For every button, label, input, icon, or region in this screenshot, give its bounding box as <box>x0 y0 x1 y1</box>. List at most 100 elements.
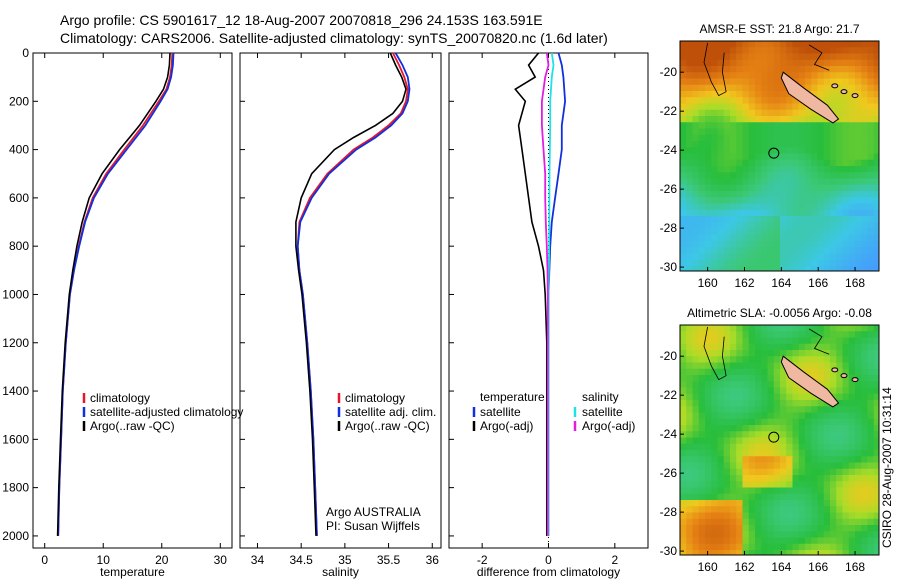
map-cell <box>698 400 706 407</box>
map-cell <box>773 375 781 382</box>
map-cell <box>798 134 806 142</box>
map-cell <box>861 109 868 117</box>
map-cell <box>798 209 806 217</box>
map-cell <box>692 266 700 271</box>
map-cell <box>805 487 812 495</box>
map-cell <box>842 197 850 204</box>
map-cell <box>736 512 743 520</box>
map-cell <box>836 259 843 267</box>
map-cell <box>742 197 750 204</box>
map-cell <box>792 350 800 357</box>
map-cell <box>861 462 868 470</box>
map-cell <box>867 337 875 345</box>
map-cell <box>742 368 750 376</box>
map-cell <box>842 443 850 451</box>
map-cell <box>867 216 875 223</box>
map-cell <box>736 209 743 217</box>
map-cell <box>767 178 775 186</box>
map-cell <box>867 487 875 495</box>
map-cell <box>798 241 806 248</box>
map-cell <box>736 406 743 413</box>
map-cell <box>848 103 856 111</box>
map-cell <box>767 191 775 198</box>
map-cell <box>805 500 812 507</box>
map-cell <box>823 47 831 54</box>
map-cell <box>830 493 837 501</box>
map-cell <box>767 462 775 470</box>
map-cell <box>823 431 831 438</box>
map-cell <box>848 475 856 482</box>
series-line-satellite-adj-clim- <box>296 52 411 536</box>
map-cell <box>723 122 731 129</box>
map-cell <box>686 166 693 173</box>
map-cell <box>711 134 718 142</box>
map-cell <box>680 393 687 401</box>
map-cell <box>711 147 718 154</box>
map-cell <box>873 400 879 407</box>
map-cell <box>723 178 731 186</box>
map-cell <box>842 209 850 217</box>
map-cell <box>736 247 743 254</box>
map-cell <box>717 425 725 432</box>
map-cell <box>855 47 862 54</box>
map-cell <box>817 134 825 142</box>
map-cell <box>730 456 737 463</box>
profile-panel-1: 34 34.5 35 35.5 36salinityclimatologysatelli… <box>239 52 442 579</box>
map-cell <box>780 259 787 267</box>
map-cell <box>742 78 750 86</box>
map-cell <box>686 247 693 254</box>
map-cell <box>755 525 762 532</box>
map-cell <box>830 487 837 495</box>
map-cell <box>792 475 800 482</box>
map-cell <box>717 500 725 507</box>
map-cell <box>848 172 856 179</box>
map-cell <box>761 209 768 217</box>
map-cell <box>780 178 787 186</box>
map-cell <box>717 122 725 129</box>
map-cell <box>773 406 781 413</box>
map-cell <box>792 172 800 179</box>
map-cell <box>698 178 706 186</box>
map-cell <box>830 172 837 179</box>
map-cell <box>705 481 712 488</box>
map-cell <box>755 500 762 507</box>
map-cell <box>748 47 756 54</box>
map-cell <box>730 393 737 401</box>
map-cell <box>686 506 693 513</box>
map-cell <box>711 259 718 267</box>
map-cell <box>686 518 693 526</box>
map-cell <box>861 159 868 167</box>
map-cell <box>736 166 743 173</box>
map-cell <box>861 191 868 198</box>
map-cell <box>711 462 718 470</box>
map-cell <box>867 66 875 73</box>
map-cell <box>755 172 762 179</box>
y-tick-label: 1600 <box>2 432 29 446</box>
y-tick-label: 800 <box>9 239 29 253</box>
map-cell <box>830 78 837 86</box>
map-cell <box>867 375 875 382</box>
map-cell <box>705 253 712 261</box>
map-cell <box>786 59 793 67</box>
map-cell <box>730 468 737 476</box>
map-cell <box>742 387 750 395</box>
map-cell <box>717 437 725 445</box>
map-cell <box>861 247 868 254</box>
map-cell <box>705 78 712 86</box>
map-cell <box>711 209 718 217</box>
map-cell <box>805 47 812 54</box>
map-cell <box>680 247 687 254</box>
map-cell <box>755 518 762 526</box>
map-cell <box>717 128 725 136</box>
legend-label: climatology <box>90 391 150 405</box>
map-cell <box>755 387 762 395</box>
map-cell <box>805 550 812 555</box>
map-cell <box>761 166 768 173</box>
map-cell <box>823 443 831 451</box>
map-cell <box>811 178 818 186</box>
map-cell <box>698 209 706 217</box>
map-cell <box>705 368 712 376</box>
map-cell <box>855 216 862 223</box>
map-cell <box>686 91 693 98</box>
map-cell <box>861 512 868 520</box>
